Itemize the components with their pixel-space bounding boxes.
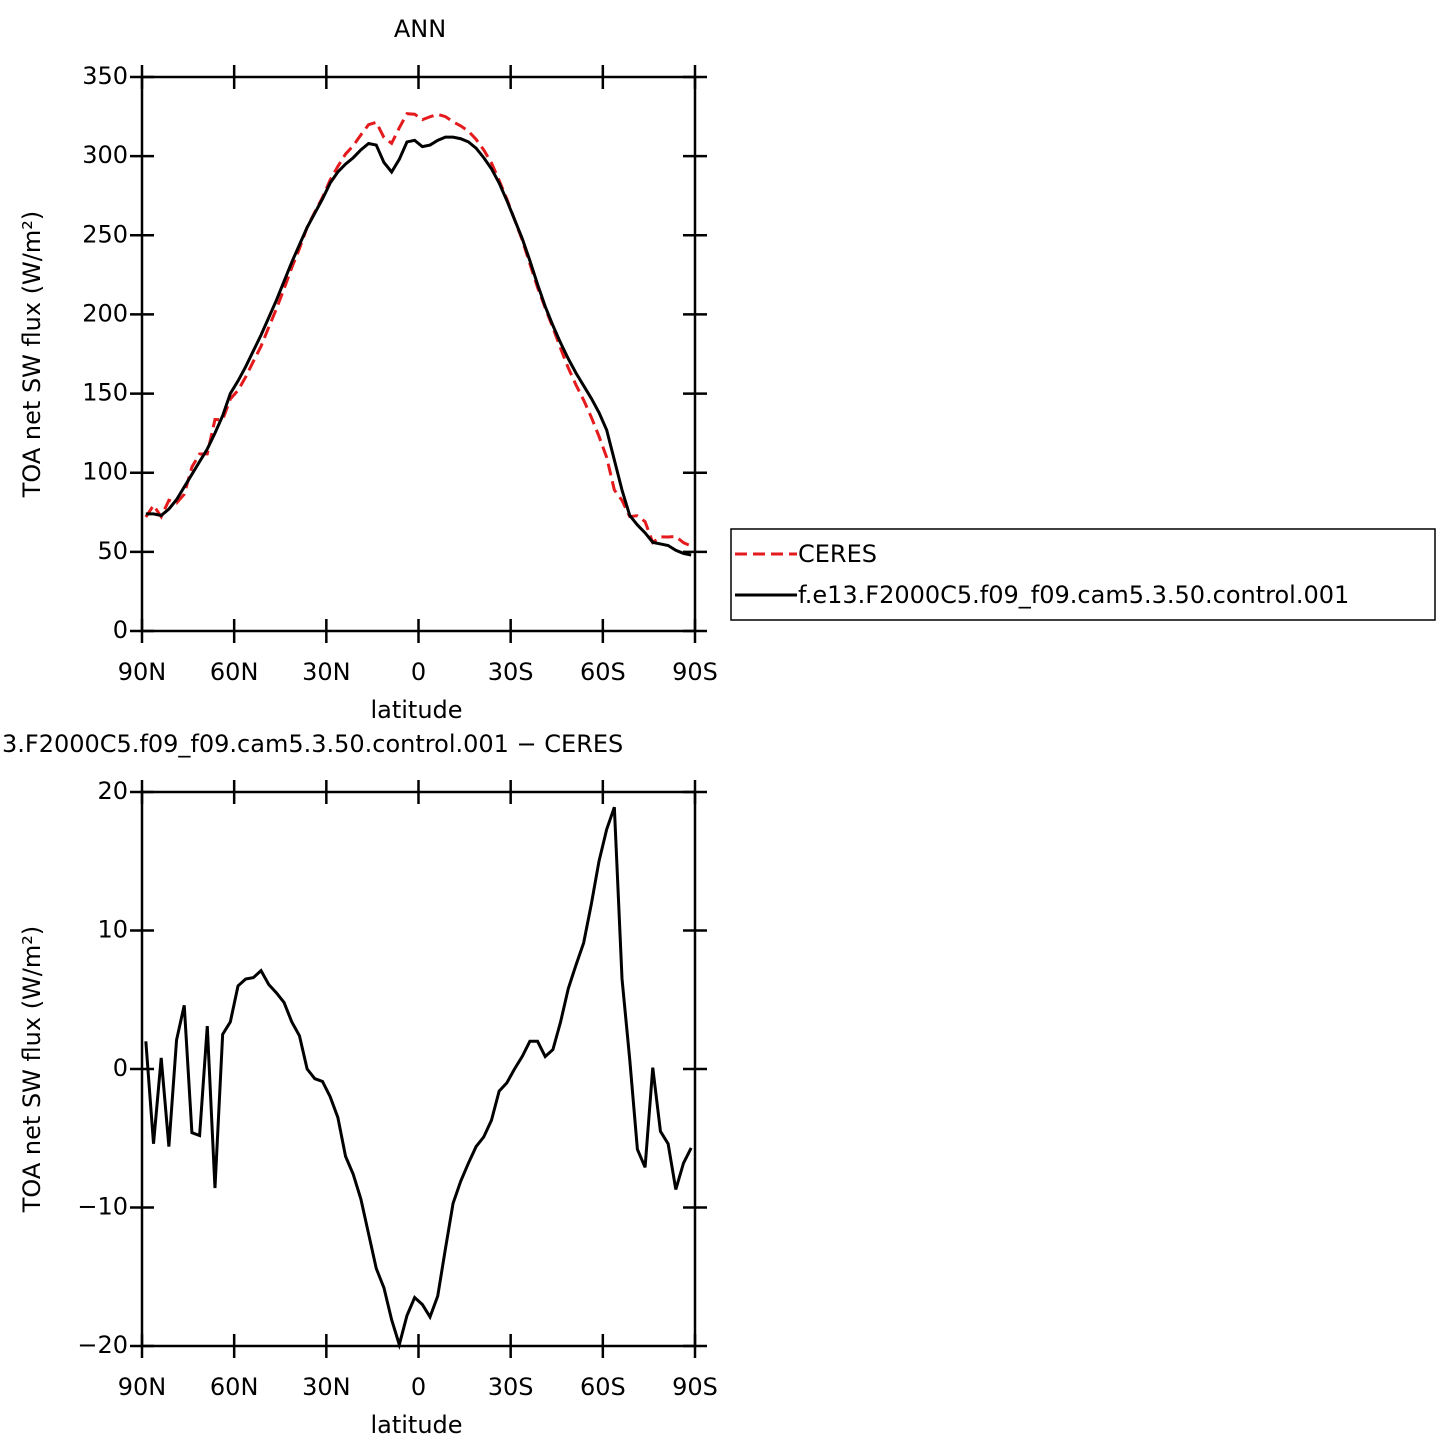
plot-frame bbox=[140, 75, 697, 633]
x-tick-label: 30N bbox=[302, 658, 351, 686]
data-line bbox=[145, 135, 692, 557]
x-tick-label: 90S bbox=[672, 1373, 718, 1401]
y-axis-label: TOA net SW flux (W/m²) bbox=[18, 926, 46, 1214]
y-tick-label: 10 bbox=[97, 916, 128, 944]
y-tick-label: −20 bbox=[77, 1331, 128, 1359]
plot-frame bbox=[140, 790, 697, 1348]
legend-label: CERES bbox=[798, 540, 877, 568]
y-tick-label: 200 bbox=[82, 299, 128, 327]
x-tick-label: 0 bbox=[411, 658, 426, 686]
x-tick-label: 30S bbox=[488, 658, 534, 686]
y-tick-label: −10 bbox=[77, 1193, 128, 1221]
x-tick-label: 60S bbox=[580, 658, 626, 686]
x-tick-label: 60S bbox=[580, 1373, 626, 1401]
data-line bbox=[144, 806, 693, 1351]
y-tick-label: 300 bbox=[82, 141, 128, 169]
legend-box bbox=[730, 528, 1436, 621]
x-axis-label: latitude bbox=[370, 696, 462, 724]
y-tick-label: 0 bbox=[113, 616, 128, 644]
x-tick-label: 90S bbox=[672, 658, 718, 686]
y-tick-label: 0 bbox=[113, 1054, 128, 1082]
chart-title: ANN bbox=[394, 15, 446, 43]
x-tick-label: 0 bbox=[411, 1373, 426, 1401]
data-line bbox=[144, 112, 692, 548]
x-tick-label: 30N bbox=[302, 1373, 351, 1401]
y-tick-label: 20 bbox=[97, 777, 128, 805]
x-tick-label: 60N bbox=[210, 658, 259, 686]
y-tick-label: 350 bbox=[82, 62, 128, 90]
x-tick-label: 60N bbox=[210, 1373, 259, 1401]
y-tick-label: 50 bbox=[97, 537, 128, 565]
y-tick-label: 150 bbox=[82, 379, 128, 407]
y-axis-label: TOA net SW flux (W/m²) bbox=[18, 211, 46, 499]
x-tick-label: 90N bbox=[118, 658, 167, 686]
y-tick-label: 250 bbox=[82, 220, 128, 248]
chart-title: 3.F2000C5.f09_f09.cam5.3.50.control.001 … bbox=[2, 730, 623, 758]
legend-label: f.e13.F2000C5.f09_f09.cam5.3.50.control.… bbox=[798, 581, 1349, 609]
x-tick-label: 90N bbox=[118, 1373, 167, 1401]
x-tick-label: 30S bbox=[488, 1373, 534, 1401]
y-tick-label: 100 bbox=[82, 458, 128, 486]
x-axis-label: latitude bbox=[370, 1411, 462, 1439]
